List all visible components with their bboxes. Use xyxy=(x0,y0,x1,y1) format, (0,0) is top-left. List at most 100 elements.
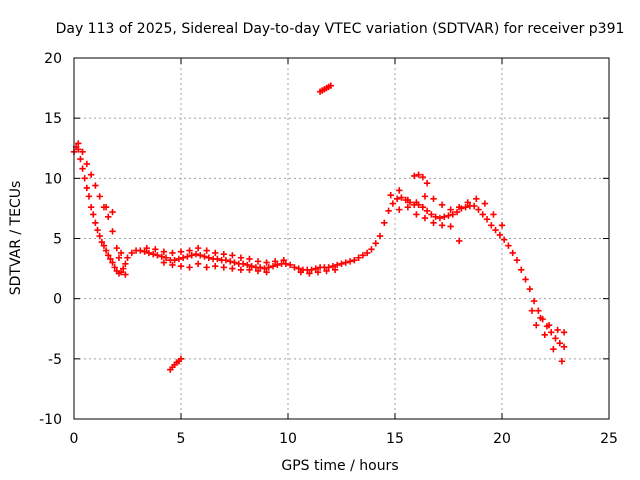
series-short-arc-b xyxy=(316,82,334,95)
y-axis-label: SDTVAR / TECUs xyxy=(8,181,24,296)
data-point xyxy=(530,297,538,305)
data-point xyxy=(297,268,305,276)
ticks: 0 5 10 15 20 25 -10 -5 0 5 10 15 20 xyxy=(39,51,618,447)
data-point xyxy=(518,266,525,273)
data-point xyxy=(102,247,110,254)
data-point xyxy=(117,268,125,276)
data-point xyxy=(105,252,112,259)
data-point xyxy=(411,172,418,180)
series-short-arc-a xyxy=(167,355,185,373)
data-point xyxy=(220,264,227,271)
data-point xyxy=(92,182,99,189)
data-point xyxy=(194,260,202,267)
data-point xyxy=(500,236,508,243)
data-point xyxy=(456,204,463,211)
y-tick-label: 5 xyxy=(53,232,62,248)
data-point xyxy=(498,222,506,229)
data-point xyxy=(77,155,84,163)
data-point xyxy=(197,252,204,259)
data-point xyxy=(203,264,210,271)
data-point xyxy=(404,196,412,204)
data-point xyxy=(535,307,542,314)
x-tick-label: 20 xyxy=(493,431,511,447)
data-point xyxy=(186,247,193,254)
data-point xyxy=(481,200,489,207)
data-point xyxy=(554,326,561,334)
data-point xyxy=(560,329,568,336)
data-point xyxy=(160,259,168,266)
data-point xyxy=(201,253,208,260)
grid xyxy=(74,58,609,419)
data-point xyxy=(312,265,320,272)
data-point xyxy=(194,244,202,252)
y-tick-label: 10 xyxy=(44,171,62,187)
data-point xyxy=(107,255,114,263)
data-point xyxy=(327,82,334,89)
data-point xyxy=(475,206,482,213)
data-point xyxy=(419,173,427,181)
data-point xyxy=(75,146,82,153)
data-point xyxy=(556,339,563,347)
data-point xyxy=(109,228,116,235)
data-point xyxy=(113,244,120,252)
y-tick-label: -5 xyxy=(48,352,62,368)
y-tick-label: -10 xyxy=(39,412,62,428)
data-point xyxy=(120,265,127,272)
data-point xyxy=(314,268,322,276)
data-point xyxy=(423,179,431,187)
data-point xyxy=(419,204,427,211)
data-point xyxy=(75,140,82,147)
data-point xyxy=(263,259,270,266)
series-upper-band xyxy=(75,140,568,336)
data-point xyxy=(246,266,253,273)
data-point xyxy=(109,259,116,266)
data-point xyxy=(282,260,290,267)
data-point xyxy=(280,256,287,264)
data-point xyxy=(436,214,444,222)
data-point xyxy=(291,264,298,271)
x-tick-label: 15 xyxy=(386,431,404,447)
data-point xyxy=(177,262,185,270)
data-point xyxy=(122,271,129,278)
data-point xyxy=(274,261,281,269)
data-point xyxy=(141,248,148,255)
data-point xyxy=(263,268,270,276)
data-point xyxy=(338,260,345,267)
data-point xyxy=(171,256,178,264)
data-point xyxy=(265,264,272,271)
data-point xyxy=(96,232,103,240)
data-point xyxy=(124,254,131,261)
data-point xyxy=(179,254,187,261)
data-point xyxy=(550,346,557,353)
data-point xyxy=(79,148,86,156)
x-tick-label: 25 xyxy=(600,431,618,447)
data-point xyxy=(254,267,262,275)
data-point xyxy=(184,253,191,260)
y-tick-label: 0 xyxy=(53,292,62,308)
data-point xyxy=(438,222,446,229)
data-point xyxy=(462,204,469,211)
data-point xyxy=(496,231,504,239)
data-point xyxy=(205,254,213,261)
data-point xyxy=(522,276,529,283)
data-point xyxy=(505,242,512,249)
data-point xyxy=(220,250,227,258)
data-point xyxy=(449,211,456,218)
data-point xyxy=(306,270,313,277)
data-points xyxy=(70,82,568,373)
data-point xyxy=(169,261,176,269)
data-point xyxy=(490,211,497,218)
data-point xyxy=(359,252,367,259)
data-point xyxy=(537,314,544,322)
x-axis-label: GPS time / hours xyxy=(281,458,398,474)
data-point xyxy=(105,213,112,221)
data-point xyxy=(423,207,431,215)
data-point xyxy=(387,191,394,199)
data-point xyxy=(453,208,461,216)
series-short-arc-c xyxy=(411,171,431,187)
data-point xyxy=(79,165,86,172)
data-point xyxy=(509,249,516,257)
data-point xyxy=(271,258,279,265)
data-point xyxy=(413,211,420,218)
